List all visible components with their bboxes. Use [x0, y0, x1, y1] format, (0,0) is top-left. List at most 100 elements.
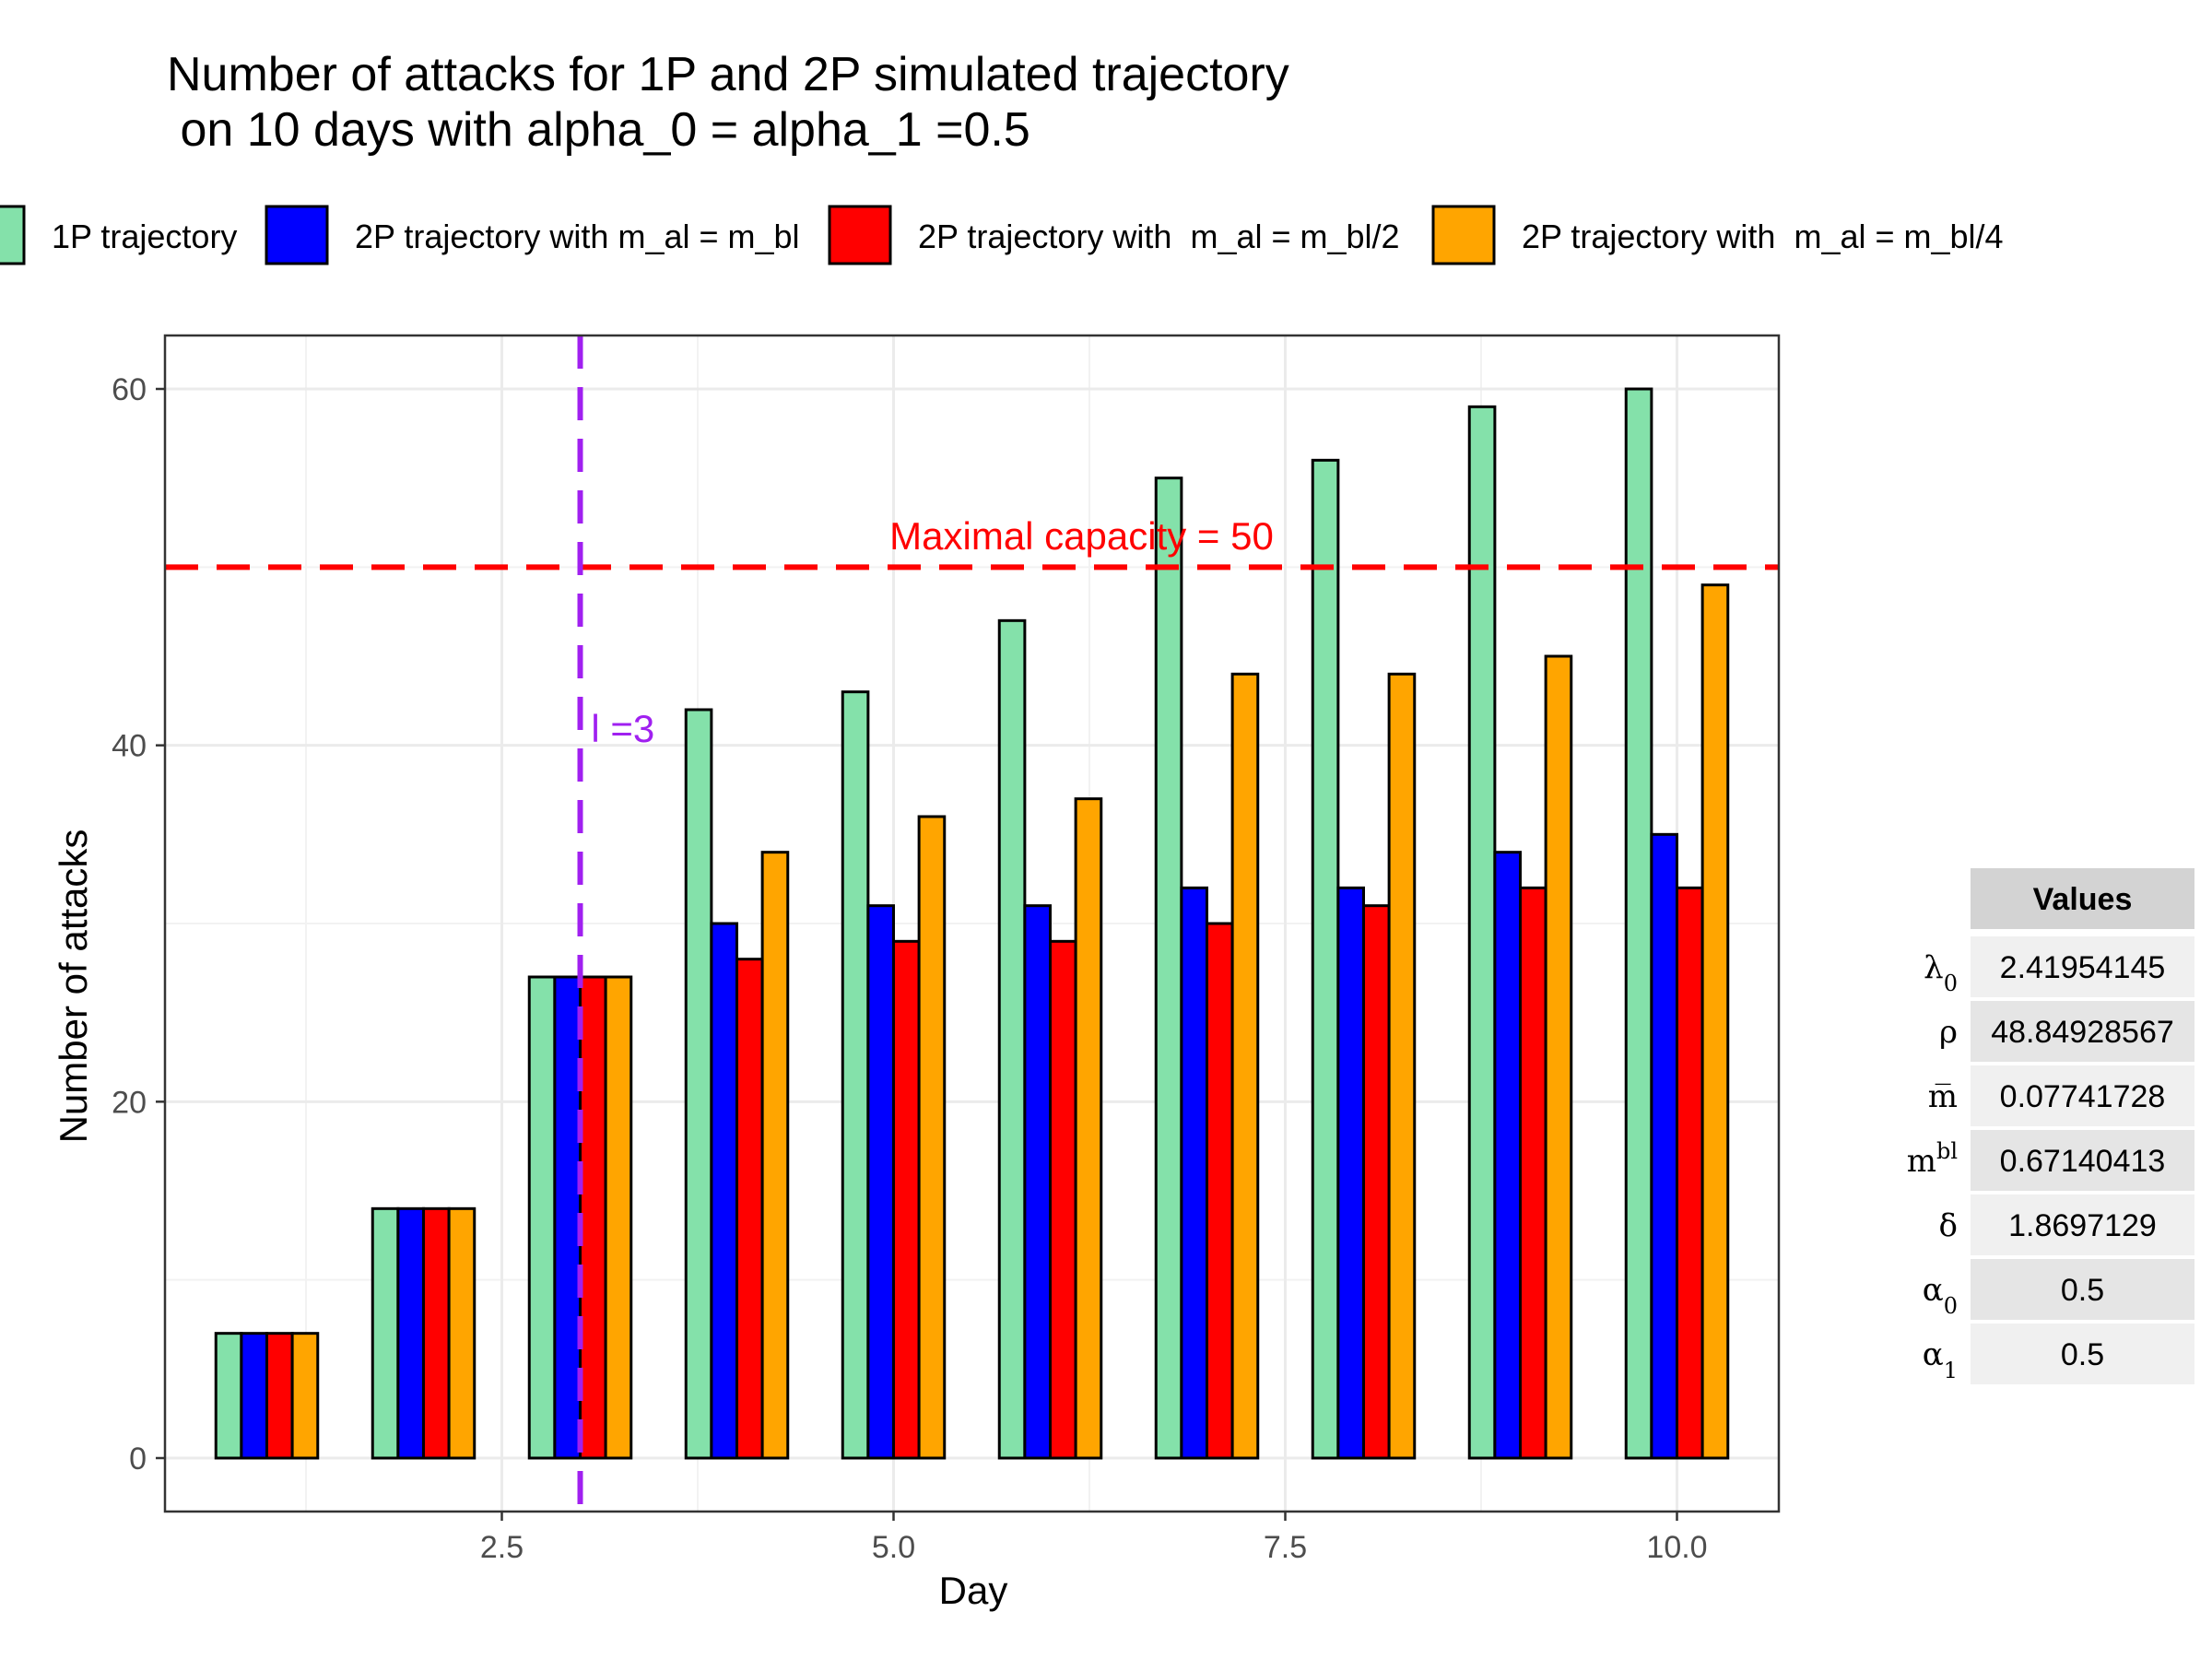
bar-day-5-series-3 — [892, 939, 921, 1460]
bar-day-1-series-2 — [240, 1332, 268, 1460]
bar-day-8-series-3 — [1362, 904, 1391, 1460]
bar-day-4-series-2 — [710, 922, 738, 1460]
bar-day-8-series-4 — [1387, 672, 1417, 1460]
legend-swatch-3 — [828, 205, 892, 265]
table-value-cell — [1971, 1065, 2194, 1126]
table-value-cell — [1971, 1001, 2194, 1062]
bar-day-9-series-3 — [1519, 886, 1547, 1460]
bar-day-4-series-3 — [735, 958, 764, 1460]
table-value-cell — [1971, 1194, 2194, 1255]
day-marker-label: l =3 — [591, 707, 654, 750]
legend-swatch-2 — [265, 205, 329, 265]
y-axis-title: Number of attacks — [52, 830, 95, 1144]
bar-day-9-series-4 — [1544, 654, 1573, 1460]
table-row-symbol: m — [1907, 1143, 1936, 1180]
capacity-label: Maximal capacity = 50 — [889, 514, 1274, 558]
bar-day-2-series-2 — [396, 1206, 425, 1460]
bar-day-4-series-4 — [760, 851, 790, 1460]
bar-day-7-series-1 — [1154, 477, 1183, 1460]
bar-day-5-series-1 — [841, 690, 870, 1460]
bar-day-5-series-4 — [917, 815, 947, 1460]
table-row-subscript: 1 — [1944, 1358, 1958, 1383]
bar-day-10-series-4 — [1700, 583, 1730, 1460]
bar-day-2-series-1 — [371, 1206, 400, 1460]
bar-day-10-series-3 — [1676, 886, 1704, 1460]
bar-day-7-series-2 — [1180, 886, 1208, 1460]
legend-label-2: 2P trajectory with m_al = m_bl — [355, 218, 800, 255]
x-axis-title: Day — [939, 1569, 1008, 1612]
bar-day-7-series-3 — [1206, 922, 1234, 1460]
table-row-symbol: ρ — [1939, 1014, 1958, 1051]
title-line-2: on 10 days with alpha_0 = alpha_1 =0.5 — [167, 103, 1030, 157]
bar-day-10-series-2 — [1650, 832, 1678, 1460]
bar-day-8-series-2 — [1336, 886, 1365, 1460]
table-row-symbol: λ — [1924, 949, 1944, 986]
legend-label-1: 1P trajectory — [52, 218, 237, 255]
table-row-label: mbl — [1907, 1138, 1958, 1180]
legend-label-4: 2P trajectory with m_al = m_bl/4 — [1522, 218, 2004, 255]
table-value-text: 1.8697129 — [2008, 1208, 2157, 1243]
legend: 1P trajectory 2P trajectory with m_al = m… — [0, 205, 2004, 265]
title-line-1: Number of attacks for 1P and 2P simulate… — [167, 48, 1289, 101]
y-tick-label: 40 — [112, 729, 147, 764]
table-row-superscript: bl — [1936, 1138, 1958, 1164]
plot-area: Maximal capacity = 50 l =3 2.5 5.0 7.5 10.0 0 2… — [112, 334, 1781, 1565]
table-row-label: m̅ — [1928, 1078, 1958, 1115]
table-value-text: 2.41954145 — [2000, 950, 2166, 985]
x-tick-label: 7.5 — [1264, 1530, 1307, 1565]
table-row-label: λ0 — [1924, 949, 1958, 996]
table-value-cell — [1971, 1259, 2194, 1320]
bar-day-6-series-3 — [1049, 939, 1077, 1460]
table-row-label: δ — [1939, 1207, 1958, 1244]
bar-day-4-series-1 — [684, 708, 713, 1460]
table-row-subscript: 0 — [1944, 971, 1958, 996]
legend-label-3: 2P trajectory with m_al = m_bl/2 — [918, 218, 1400, 255]
table-header-text: Values — [2033, 882, 2133, 917]
table-value-text: 0.5 — [2061, 1273, 2104, 1308]
bar-day-1-series-1 — [214, 1332, 243, 1460]
bar-day-8-series-1 — [1311, 458, 1340, 1460]
legend-swatch-4 — [1431, 205, 1496, 265]
x-tick-label: 10.0 — [1646, 1530, 1707, 1565]
table-row-symbol: α — [1923, 1272, 1944, 1309]
bar-day-6-series-1 — [997, 618, 1027, 1460]
bar-day-2-series-4 — [447, 1206, 477, 1460]
chart-title: Number of attacks for 1P and 2P simulate… — [167, 48, 1289, 157]
x-tick-label: 2.5 — [480, 1530, 524, 1565]
table-row-label: α0 — [1923, 1272, 1958, 1319]
bar-day-5-series-2 — [866, 904, 895, 1460]
table-value-text: 0.67140413 — [2000, 1144, 2166, 1179]
table-value-text: 0.07741728 — [2000, 1079, 2166, 1114]
table-row-symbol: m̅ — [1928, 1078, 1958, 1115]
table-row-label: ρ — [1939, 1014, 1958, 1051]
bar-day-9-series-2 — [1493, 851, 1522, 1460]
parameter-table: Values2.41954145λ048.84928567ρ0.07741728… — [1907, 868, 2194, 1384]
table-header-cell — [1971, 868, 2194, 929]
bar-day-3-series-2 — [553, 975, 582, 1460]
bar-day-6-series-2 — [1023, 904, 1052, 1460]
bar-day-3-series-4 — [604, 975, 633, 1460]
bar-day-3-series-1 — [527, 975, 557, 1460]
table-row-subscript: 0 — [1944, 1293, 1958, 1319]
legend-swatch-1 — [0, 205, 26, 265]
bar-day-3-series-3 — [579, 975, 607, 1460]
table-value-text: 0.5 — [2061, 1337, 2104, 1372]
bar-day-1-series-4 — [290, 1332, 320, 1460]
table-row-symbol: α — [1923, 1336, 1944, 1373]
y-tick-label: 0 — [129, 1441, 147, 1477]
table-value-text: 48.84928567 — [1991, 1015, 2174, 1050]
bar-day-1-series-3 — [265, 1332, 294, 1460]
bar-day-6-series-4 — [1074, 797, 1103, 1460]
x-tick-label: 5.0 — [872, 1530, 915, 1565]
table-row-symbol: δ — [1939, 1207, 1958, 1244]
y-tick-label: 60 — [112, 372, 147, 407]
bar-day-2-series-3 — [422, 1206, 451, 1460]
table-value-cell — [1971, 1130, 2194, 1191]
y-tick-label: 20 — [112, 1085, 147, 1120]
plot-border — [163, 334, 1781, 1513]
table-value-cell — [1971, 936, 2194, 997]
bar-day-10-series-1 — [1624, 387, 1653, 1460]
bar-day-7-series-4 — [1230, 672, 1260, 1460]
table-value-cell — [1971, 1324, 2194, 1384]
